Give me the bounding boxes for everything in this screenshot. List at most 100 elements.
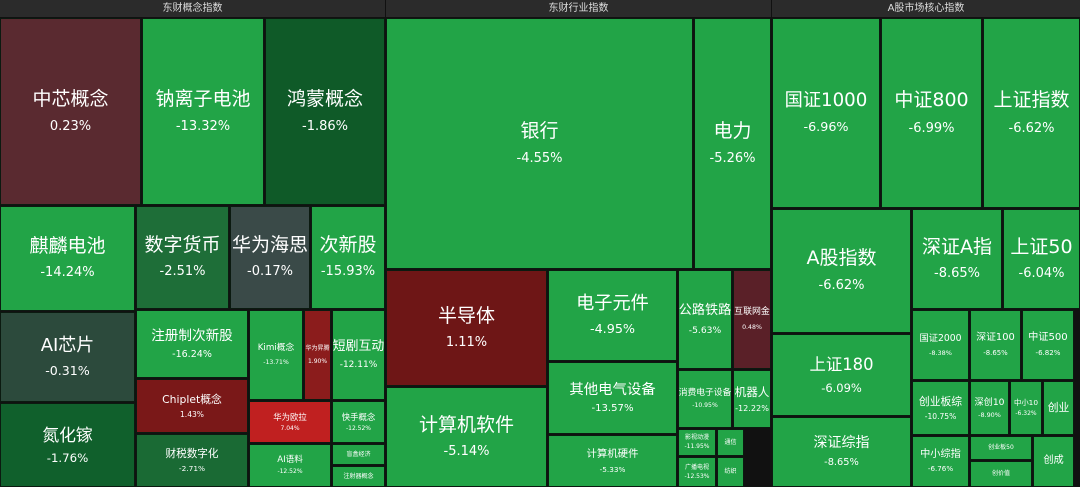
- tile-change: -2.51%: [159, 264, 206, 280]
- tile-name: 数字货币: [144, 234, 221, 257]
- tile: 纺织: [717, 457, 744, 487]
- tile: 短剧互动 -12.11%: [332, 310, 385, 400]
- tile: 盲盒经济: [332, 444, 385, 465]
- tile-name: 深创10: [974, 396, 1005, 408]
- tile: 电力 -5.26%: [694, 18, 771, 269]
- tile-change: -6.99%: [908, 120, 955, 136]
- tile: 深证综指 -8.65%: [772, 417, 911, 487]
- tile-name: 麒麟电池: [29, 235, 106, 258]
- tile-change: 0.48%: [742, 324, 762, 332]
- tile-name: 注册制次新股: [151, 327, 233, 344]
- tile: 上证指数 -6.62%: [983, 18, 1080, 208]
- panel-header: A股市场核心指数: [772, 0, 1080, 17]
- tile: 上证180 -6.09%: [772, 334, 911, 416]
- tile-name: 电力: [713, 119, 752, 142]
- tile: 影视动漫 -11.95%: [678, 429, 716, 456]
- tile-name: 钠离子电池: [155, 87, 251, 110]
- tile: 中证500 -6.82%: [1022, 310, 1074, 380]
- tile: 计算机软件 -5.14%: [386, 387, 547, 487]
- tile-name: 上证指数: [993, 89, 1070, 111]
- tile: 中小10 -6.32%: [1010, 381, 1042, 435]
- tile-change: -6.82%: [1035, 347, 1061, 357]
- tile-change: -4.55%: [516, 151, 563, 167]
- tile: 创业板综 -10.75%: [912, 381, 969, 435]
- tile: 通信: [717, 429, 744, 456]
- tile: 深证100 -8.65%: [970, 310, 1021, 380]
- tile-change: 1.11%: [445, 335, 488, 351]
- tile-name: 上证180: [809, 355, 874, 375]
- tile-name: AI芯片: [40, 335, 95, 357]
- tile-change: -15.93%: [320, 264, 376, 280]
- tile-name: 中小综指: [920, 449, 961, 461]
- tile-change: -0.17%: [247, 264, 293, 280]
- tile-change: 7.04%: [280, 424, 300, 432]
- tile-change: -8.65%: [824, 456, 859, 468]
- tile: 次新股 -15.93%: [311, 206, 385, 309]
- tile-name: A股指数: [806, 247, 877, 270]
- tile: 财税数字化 -2.71%: [136, 434, 248, 487]
- tile: 麒麟电池 -14.24%: [0, 206, 135, 311]
- tile-change: -5.14%: [443, 443, 490, 459]
- tile: A股指数 -6.62%: [772, 209, 911, 333]
- tile-change: -12.52%: [345, 424, 372, 432]
- tile: 国证2000 -8.38%: [912, 310, 969, 380]
- tile: 注册制次新股 -16.24%: [136, 310, 248, 378]
- tile-name: 短剧互动: [332, 338, 385, 354]
- tile-change: -2.71%: [178, 464, 206, 474]
- tile-change: -6.76%: [927, 463, 954, 473]
- tile: 上证50 -6.04%: [1003, 209, 1080, 309]
- tile-name: 计算机硬件: [586, 448, 639, 461]
- tile: 中芯概念 0.23%: [0, 18, 141, 205]
- tile: 华为昇腾 1.90%: [304, 310, 331, 400]
- tile: 国证1000 -6.96%: [772, 18, 880, 208]
- tile-change: 1.90%: [307, 357, 328, 365]
- tile: AI语料 -12.52%: [249, 444, 331, 487]
- tile-name: 氮化镓: [42, 424, 93, 445]
- tile: 华为欧拉 7.04%: [249, 401, 331, 443]
- tile-change: -8.65%: [983, 348, 1008, 357]
- tile-name: 银行: [520, 119, 559, 142]
- tile-change: -1.86%: [302, 119, 348, 135]
- tile-name: Chiplet概念: [162, 392, 222, 406]
- tile-change: -5.26%: [709, 151, 756, 167]
- tile-change: 0.23%: [49, 119, 92, 135]
- tile: Chiplet概念 1.43%: [136, 379, 248, 433]
- tile: 公路铁路 -5.63%: [678, 270, 732, 369]
- tile-change: -10.95%: [692, 402, 718, 410]
- tile-name: 注射器概念: [343, 472, 374, 480]
- tile: 计算机硬件 -5.33%: [548, 435, 677, 487]
- panel-header: 东财行业指数: [386, 0, 771, 17]
- tile: 创业: [1043, 381, 1074, 435]
- tile-name: 创业板50: [988, 444, 1014, 452]
- tile: 电子元件 -4.95%: [548, 270, 677, 361]
- tile: 钠离子电池 -13.32%: [142, 18, 264, 205]
- tile-name: 纺织: [724, 468, 737, 476]
- tile-name: 深证综指: [813, 435, 870, 452]
- tile-change: -8.65%: [934, 265, 980, 281]
- tile-change: -11.95%: [684, 443, 710, 451]
- tile-change: 1.43%: [180, 409, 204, 419]
- tile-name: 华为欧拉: [273, 411, 307, 422]
- tile-change: -13.71%: [263, 359, 289, 367]
- tile: Kimi概念 -13.71%: [249, 310, 303, 400]
- tile-change: -8.90%: [978, 411, 1001, 420]
- tile-name: 深证100: [976, 332, 1015, 344]
- tile-name: 中芯概念: [32, 87, 109, 110]
- tile-name: 创业板综: [918, 394, 963, 408]
- tile-change: -6.04%: [1018, 265, 1065, 281]
- tile-name: AI语料: [277, 455, 303, 466]
- tile-name: 华为海思: [231, 234, 308, 257]
- tile-change: -0.31%: [45, 363, 90, 379]
- tile: 中证800 -6.99%: [881, 18, 982, 208]
- tile-name: 中证500: [1028, 332, 1068, 344]
- tile: 创成: [1033, 436, 1074, 487]
- tile-name: 深证A指: [922, 236, 992, 258]
- tile: 鸿蒙概念 -1.86%: [265, 18, 385, 205]
- tile-change: -6.96%: [803, 120, 849, 136]
- tile-change: -5.33%: [599, 464, 626, 474]
- tile: AI芯片 -0.31%: [0, 312, 135, 402]
- tile: 数字货币 -2.51%: [136, 206, 229, 309]
- tile: 其他电气设备 -13.57%: [548, 362, 677, 434]
- tile-change: -10.75%: [924, 411, 957, 421]
